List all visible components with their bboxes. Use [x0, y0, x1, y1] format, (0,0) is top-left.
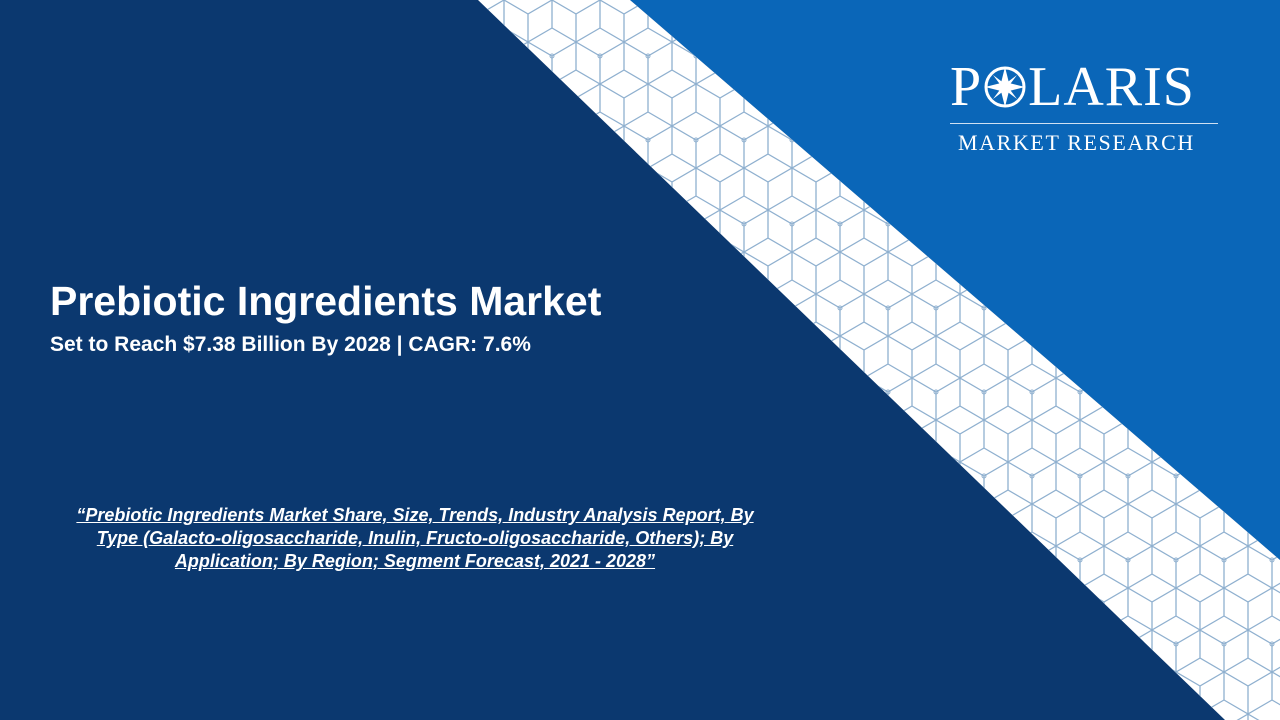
logo-rule — [950, 123, 1218, 124]
title: Prebiotic Ingredients Market — [50, 278, 602, 324]
report-link[interactable]: “Prebiotic Ingredients Market Share, Siz… — [76, 505, 754, 571]
logo-name-start: P — [950, 56, 983, 118]
cube-pattern — [478, 0, 1280, 720]
logo-star — [984, 66, 1026, 108]
subtitle: Set to Reach $7.38 Billion By 2028 | CAG… — [50, 333, 531, 356]
logo-name: P LARIS — [950, 55, 1222, 119]
logo: P LARIS MARKET RESEARCH — [950, 55, 1222, 156]
logo-tagline: MARKET RESEARCH — [958, 130, 1195, 155]
logo-name-end: LARIS — [1028, 56, 1195, 118]
